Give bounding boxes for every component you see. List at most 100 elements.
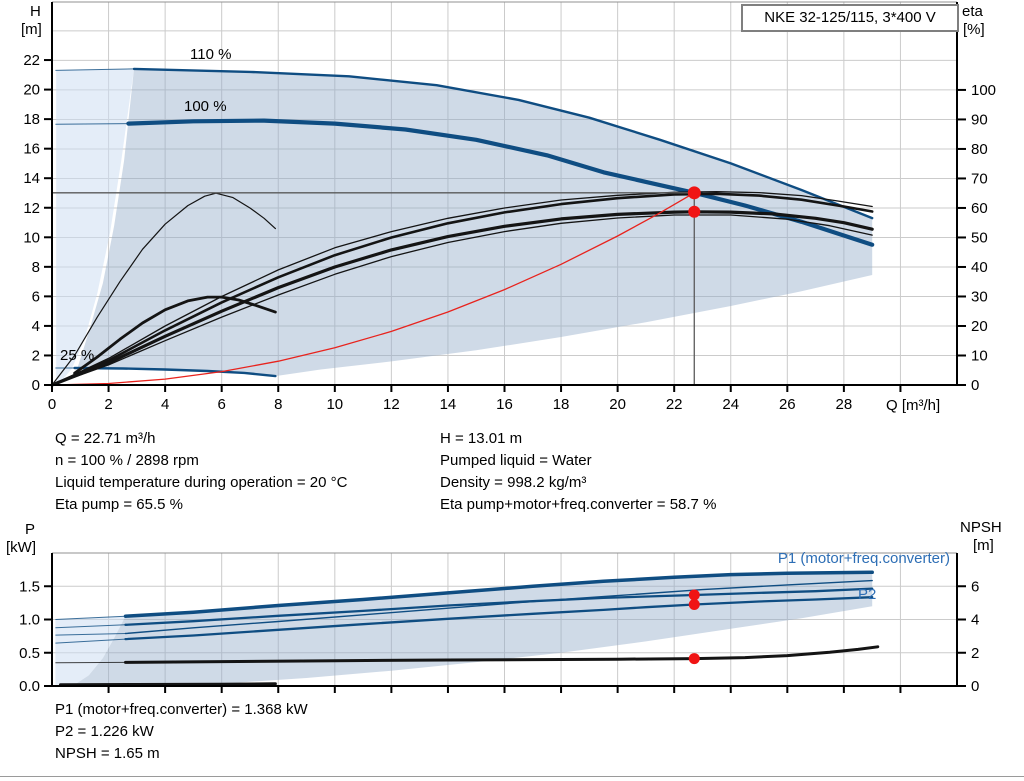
duty-point-p2: [688, 598, 700, 610]
y-right-tick-label: 80: [971, 141, 988, 158]
x-tick-label: 12: [383, 396, 400, 413]
y-right-tick-label: 90: [971, 111, 988, 128]
y-left-tick-label: 14: [23, 170, 40, 187]
y-right-tick-label: 20: [971, 318, 988, 335]
x-tick-label: 26: [779, 396, 796, 413]
x-tick-label: 4: [161, 396, 169, 413]
qh-110pct-extension: [55, 68, 135, 71]
info-h: H = 13.01 m: [440, 430, 523, 447]
power-npsh-chart-tick-labels: 0.0 0.5 1.0 1.5 0 2 4 6: [19, 578, 979, 695]
y-right-tick-label: 4: [971, 612, 979, 629]
y-right-tick-label: 50: [971, 229, 988, 246]
y-left-tick-label: 0.0: [19, 678, 40, 695]
y-right-tick-label: 60: [971, 200, 988, 217]
y-axis-unit-m: [m]: [21, 21, 42, 38]
y-axis-title-H: H: [30, 3, 41, 20]
x-tick-label: 24: [722, 396, 739, 413]
hq-efficiency-chart-ticks: [44, 59, 966, 392]
duty-point-npsh: [688, 653, 700, 665]
y-right-tick-label: 0: [971, 377, 979, 394]
y-right-tick-label: 40: [971, 259, 988, 276]
duty-point-head: [687, 186, 701, 200]
power-npsh-chart-ticks: [44, 585, 966, 693]
x-tick-label: 16: [496, 396, 513, 413]
eta-total-thin: [51, 214, 873, 386]
x-tick-label: 22: [666, 396, 683, 413]
hq-chart: 0 2 4 6 8 10 12 14 16 18 20 22 24 26 28024681012141618…: [23, 1, 996, 413]
speed-label-25: 25 %: [60, 347, 95, 364]
x-tick-label: 14: [440, 396, 457, 413]
x-tick-label: 0: [48, 396, 56, 413]
info-q: Q = 22.71 m³/h: [55, 430, 156, 447]
y-left-tick-label: 8: [32, 259, 40, 276]
info-p1: P1 (motor+freq.converter) = 1.368 kW: [55, 701, 308, 718]
power-range-pale: [55, 616, 126, 685]
y-left-tick-label: 16: [23, 141, 40, 158]
npsh-25pct: [59, 682, 277, 687]
info-p2: P2 = 1.226 kW: [55, 723, 154, 740]
y-left-tick-label: 12: [23, 200, 40, 217]
info-temp: Liquid temperature during operation = 20…: [55, 474, 348, 491]
y-left-tick-label: 10: [23, 229, 40, 246]
y-left-tick-label: 0: [32, 377, 40, 394]
info-liquid: Pumped liquid = Water: [440, 452, 592, 469]
y-axis-unit-m2: [m]: [973, 537, 994, 554]
p2-curve-label: P2: [858, 586, 877, 603]
hq-efficiency-chart-tick-labels: 0 2 4 6 8 10 12 14 16 18 20 22 24 26 28024681012141618…: [23, 52, 996, 413]
duty-point-eta: [688, 205, 701, 218]
y-left-tick-label: 6: [32, 288, 40, 305]
p2-110pct-extension: [55, 633, 126, 636]
info-npsh: NPSH = 1.65 m: [55, 745, 160, 762]
y-right-tick-label: 2: [971, 645, 979, 662]
y-left-tick-label: 1.5: [19, 578, 40, 595]
npsh-100pct: [124, 645, 880, 664]
info-density: Density = 998.2 kg/m³: [440, 474, 587, 491]
duty-point-p1: [688, 589, 700, 601]
p1-110pct-extension: [55, 615, 126, 620]
pump-type-box: NKE 32-125/115, 3*400 V: [741, 4, 959, 32]
y-left-tick-label: 4: [32, 318, 40, 335]
x-tick-label: 28: [836, 396, 853, 413]
y-right-tick-label: 30: [971, 288, 988, 305]
info-n: n = 100 % / 2898 rpm: [55, 452, 199, 469]
x-tick-label: 18: [553, 396, 570, 413]
eta-pump-thick: [50, 192, 874, 387]
x-axis-title-Q: Q [m³/h]: [886, 397, 941, 414]
speed-label-110: 110 %: [190, 46, 232, 63]
power-info: P1 (motor+freq.converter) = 1.368 kW P2 …: [55, 699, 308, 765]
speed-label-100: 100 %: [184, 98, 227, 115]
info-eta-pump: Eta pump = 65.5 %: [55, 496, 183, 513]
qh-100pct-extension: [55, 123, 129, 125]
eta-total-thick: [50, 210, 874, 387]
p2-100pct-extension: [55, 638, 126, 644]
y-left-tick-label: 2: [32, 347, 40, 364]
y-right-tick-label: 6: [971, 578, 979, 595]
y-axis-title-npsh: NPSH: [960, 519, 1002, 536]
y-left-tick-label: 22: [23, 52, 40, 69]
operating-range-pale: [56, 68, 135, 384]
y-right-tick-label: 100: [971, 82, 996, 99]
power-range: [74, 572, 873, 685]
qh-25pct: [73, 366, 277, 378]
eta-pump-25pct: [51, 192, 276, 386]
power-npsh-chart: 0.0 0.5 1.0 1.5 0 2 4 6: [19, 552, 979, 695]
y-axis-title-eta: eta: [962, 3, 983, 20]
y-axis-title-P: P: [25, 521, 36, 538]
p1-curve-label: P1 (motor+freq.converter): [777, 550, 950, 567]
operating-range: [77, 68, 873, 377]
duty-info-left: Q = 22.71 m³/h n = 100 % / 2898 rpm Liqu…: [55, 428, 347, 516]
duty-crosshair: [52, 192, 695, 385]
y-right-tick-label: 10: [971, 347, 988, 364]
duty-info-right: H = 13.01 m Pumped liquid = Water Densit…: [440, 428, 716, 516]
x-tick-label: 6: [218, 396, 226, 413]
hq-efficiency-chart-grid: [52, 2, 957, 385]
system-curve: [51, 192, 695, 386]
eta-pump-thin: [51, 191, 873, 386]
x-tick-label: 8: [274, 396, 282, 413]
y-right-tick-label: 0: [971, 678, 979, 695]
p1-110pct: [123, 570, 874, 618]
p2-100pct: [124, 596, 874, 641]
x-tick-label: 20: [609, 396, 626, 413]
y-left-tick-label: 1.0: [19, 612, 40, 629]
